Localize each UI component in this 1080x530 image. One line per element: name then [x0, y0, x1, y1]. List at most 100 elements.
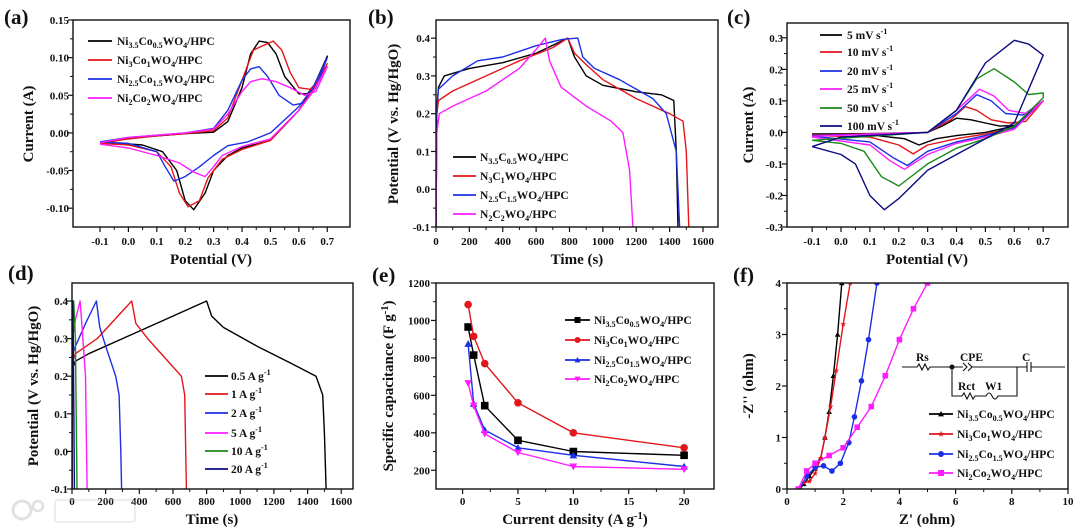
x-tick-label: 10 [1063, 496, 1075, 508]
y-tick-label: 0.1 [769, 96, 783, 108]
legend-label: 20 mV s-1 [847, 63, 893, 78]
data-point-marker [514, 449, 522, 457]
legend-label: 1 A g-1 [231, 386, 262, 401]
legend: 5 mV s-1 10 mV s-1 20 mV s-1 25 mV s-1 50 mV… [820, 27, 899, 133]
plot-frame [786, 22, 1069, 228]
series-line [797, 283, 851, 489]
legend-label: 10 mV s-1 [847, 44, 893, 59]
panel-label: (c) [727, 5, 750, 29]
series-line [72, 300, 327, 489]
legend-label: Ni2Co2WO4/HPC [117, 93, 203, 107]
y-tick-label: 0.1 [54, 409, 68, 421]
legend-label: Ni2.5Co1.5WO4/HPC [594, 355, 692, 369]
data-point-marker [896, 336, 903, 343]
x-tick-label: 1000 [592, 236, 615, 248]
data-point-marker [464, 380, 472, 387]
circuit-label-w1: W1 [985, 381, 1003, 393]
y-tick-label: -0.1 [413, 222, 430, 234]
legend-label: Ni3.5Co0.5WO4/HPC [117, 36, 215, 50]
x-tick-label: 8 [1009, 496, 1015, 508]
y-axis-title: Potential (V vs. Hg/HgO) [26, 306, 42, 467]
x-tick-label: 0 [784, 496, 790, 508]
legend-label: Ni2.5Co1.5WO4/HPC [117, 74, 215, 88]
series-line [99, 56, 328, 182]
plot-area [811, 39, 1044, 211]
x-tick-label: 0.4 [950, 236, 964, 248]
y-tick-label: 4 [776, 278, 782, 290]
data-point-marker [827, 403, 834, 410]
data-point-marker [464, 340, 472, 347]
x-tick-label: 1400 [297, 496, 320, 508]
y-tick-label: 1000 [408, 315, 431, 327]
y-tick-label: 0.10 [50, 53, 70, 65]
data-point-marker [803, 468, 810, 474]
data-point-marker [469, 402, 478, 410]
y-tick-label: 600 [414, 390, 431, 402]
data-point-marker [514, 399, 522, 407]
data-point-marker [480, 401, 489, 410]
legend-label: N3.5C0.5WO4/HPC [480, 152, 569, 166]
y-tick-label: 0.0 [416, 184, 430, 196]
x-tick-label: 0.1 [150, 236, 164, 248]
legend-label: Ni3Co1WO4/HPC [117, 55, 203, 69]
legend-label: 2 A g-1 [231, 405, 262, 420]
data-point-marker [569, 429, 578, 437]
data-point-marker [812, 470, 818, 476]
data-point-marker [569, 451, 578, 459]
x-tick-label: 0.7 [320, 236, 334, 248]
x-tick-label: 10 [568, 496, 580, 508]
legend-label: N3C1WO4/HPC [480, 171, 557, 185]
x-tick-label: 1600 [330, 496, 353, 508]
x-tick-label: 800 [561, 236, 578, 248]
y-tick-label: 0.05 [50, 90, 70, 102]
x-tick-label: -0.1 [803, 236, 820, 248]
data-point-marker [882, 372, 889, 379]
circuit-node [949, 364, 955, 370]
y-axis-title: -Z'' (ohm) [741, 353, 757, 418]
plot-frame [435, 19, 719, 228]
x-tick-label: 1400 [659, 236, 682, 248]
series-line [436, 37, 634, 227]
panel-b: 0 200 400 600 800 1000 1200 1400 1600 -0.1 0.0 0.1 0… [368, 5, 719, 268]
panel-label: (f) [733, 263, 754, 287]
series-line [797, 283, 929, 489]
data-point-marker [480, 430, 489, 438]
data-point-marker [817, 455, 824, 461]
series-line [72, 300, 123, 489]
panel-label: (e) [372, 263, 395, 287]
x-tick-label: 200 [461, 236, 478, 248]
data-point-marker [574, 376, 581, 382]
data-point-marker [865, 336, 872, 343]
y-tick-label: 0.2 [769, 64, 783, 76]
x-tick-label: 2 [840, 496, 846, 508]
circuit-label-c: C [1022, 352, 1030, 364]
data-point-marker [514, 444, 522, 451]
legend-label: 10 A g-1 [231, 443, 268, 458]
data-point-marker [868, 403, 875, 410]
legend-label: 100 mV s-1 [847, 118, 899, 133]
y-tick-label: -0.2 [766, 190, 784, 202]
y-tick-label: 0.3 [54, 334, 68, 346]
x-tick-label: 0 [460, 496, 466, 508]
data-point-marker [937, 430, 945, 437]
series-line [436, 37, 679, 227]
data-point-marker [464, 323, 472, 331]
x-tick-label: -0.1 [91, 236, 108, 248]
data-point-marker [574, 317, 581, 323]
x-tick-label: 400 [131, 496, 148, 508]
data-point-marker [820, 463, 827, 469]
legend: 0.5 A g-1 1 A g-1 2 A g-1 5 A g-1 10 A g-1 20… [205, 368, 271, 476]
data-point-marker [806, 478, 813, 484]
y-tick-label: 0.4 [54, 296, 68, 308]
y-tick-label: 0.15 [50, 15, 70, 27]
y-tick-label: 0.2 [416, 109, 430, 121]
series-line [798, 283, 878, 489]
x-axis-title: Potential (V) [170, 252, 252, 268]
data-point-marker [833, 367, 840, 373]
data-point-marker [826, 452, 832, 459]
series-line [99, 66, 328, 178]
legend-label: Ni3.5Co0.5WO4/HPC [594, 315, 692, 329]
y-tick-label: 0.4 [416, 33, 430, 45]
y-tick-label: 3 [776, 330, 782, 342]
legend-label: 5 mV s-1 [847, 27, 887, 42]
